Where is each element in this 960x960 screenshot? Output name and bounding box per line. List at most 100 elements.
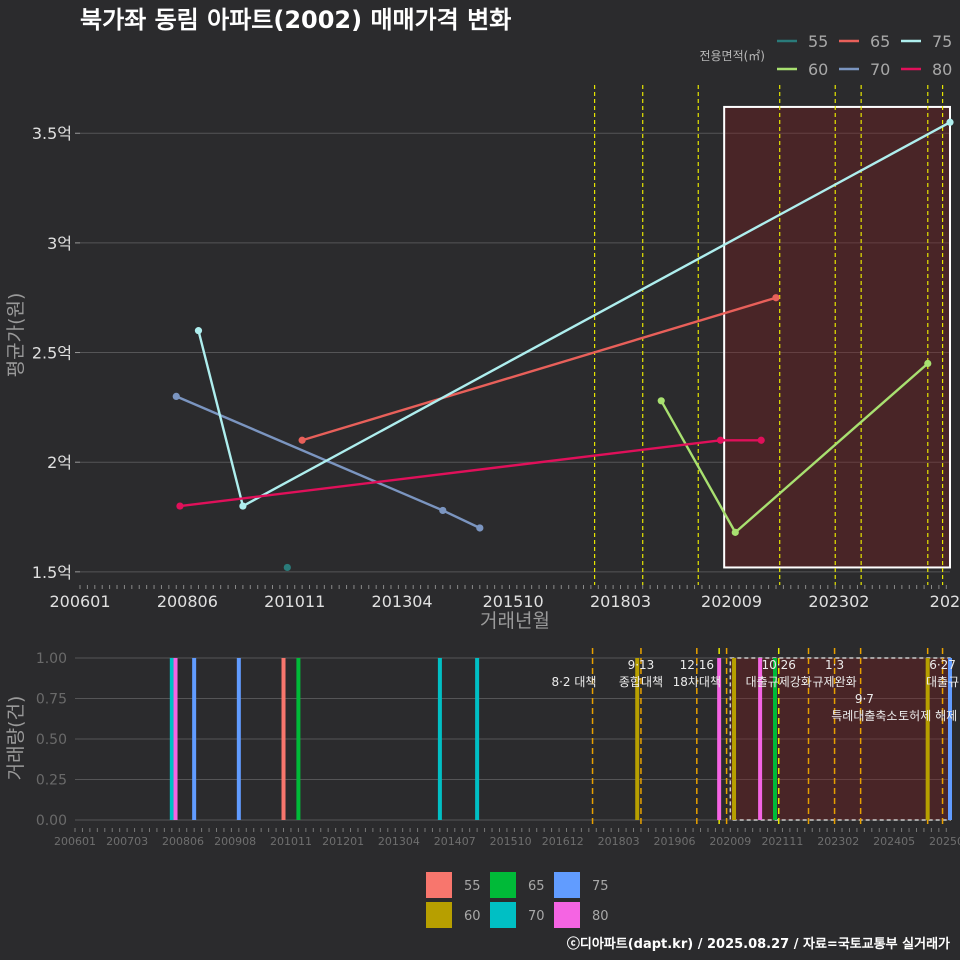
- volume-bar-80: [758, 658, 763, 820]
- data-point-80: [176, 502, 184, 510]
- volume-bar-60: [635, 658, 640, 820]
- vol-x-tick-label: 202405: [873, 835, 915, 848]
- vol-x-tick-label: 200601: [54, 835, 96, 848]
- volume-bar-75: [236, 658, 241, 820]
- chart-title: 북가좌 동림 아파트(2002) 매매가격 변화: [80, 6, 511, 34]
- policy-annotation: 토허제 해제: [898, 709, 957, 723]
- vol-legend-label: 55: [464, 879, 481, 894]
- data-point-60: [657, 397, 665, 405]
- policy-annotation: 18차대책: [673, 674, 721, 689]
- vol-legend-key-80: [554, 902, 580, 928]
- vol-legend-key-60: [426, 902, 452, 928]
- vol-x-tick-label: 200806: [162, 835, 204, 848]
- vol-x-tick-label: 201304: [378, 835, 420, 848]
- x-axis-title: 거래년월: [480, 610, 550, 632]
- policy-annotation: 대출규: [926, 675, 959, 689]
- data-point-75: [194, 327, 203, 335]
- policy-annotation: 1·3: [825, 658, 844, 672]
- vol-x-tick-label: 202302: [817, 835, 859, 848]
- vol-x-tick-label: 200908: [214, 835, 256, 848]
- volume-bar-80: [173, 658, 178, 820]
- legend-label: 55: [808, 32, 828, 51]
- policy-annotation: 종합대책: [619, 674, 663, 689]
- data-point-75: [239, 502, 247, 510]
- volume-bar-65: [296, 658, 301, 820]
- vol-legend-key-70: [490, 902, 516, 928]
- x-tick-label: 200806: [157, 592, 218, 611]
- legend-label: 65: [870, 32, 890, 51]
- vol-legend-key-75: [554, 872, 580, 898]
- policy-annotation: 특례대출축소: [831, 709, 897, 723]
- volume-bar-75: [948, 658, 952, 820]
- legend-label: 60: [808, 60, 828, 79]
- data-point-75: [946, 118, 954, 126]
- legend-label: 70: [870, 60, 890, 79]
- x-tick-label: 201803: [590, 592, 651, 611]
- data-point-60: [731, 528, 739, 536]
- price-line-chart: 1.5억 2억 2.5억 3억 3.5억 200601 200806 201011 201304…: [5, 85, 960, 632]
- vol-legend-label: 65: [528, 879, 545, 894]
- vol-legend-label: 60: [464, 909, 481, 924]
- policy-annotation: 9·13: [628, 658, 655, 672]
- policy-annotation: 규제완화: [812, 675, 856, 689]
- legend-label: 80: [932, 60, 952, 79]
- data-point-80: [716, 436, 725, 444]
- policy-annotation: 10·26: [762, 658, 796, 672]
- vol-y-tick-label: 0.25: [36, 773, 67, 789]
- data-point-65: [298, 436, 306, 444]
- data-point-55: [283, 563, 291, 572]
- x-tick-label: 200601: [49, 592, 110, 611]
- volume-bar-65: [773, 658, 777, 820]
- vol-x-tick-label: 202111: [761, 835, 803, 848]
- vol-y-tick-label: 0.50: [36, 732, 67, 748]
- data-point-65: [772, 294, 780, 302]
- vol-x-tick-label: 201201: [322, 835, 364, 848]
- data-point-70: [476, 524, 484, 532]
- volume-bar-80: [717, 658, 722, 820]
- vol-legend-label: 70: [528, 909, 545, 924]
- y-tick-label: 2.5억: [32, 344, 72, 363]
- x-tick-label: 2025: [930, 592, 960, 611]
- x-tick-label: 201011: [264, 592, 325, 611]
- policy-annotation: 12·16: [680, 658, 714, 672]
- data-point-60: [924, 359, 932, 368]
- vol-x-tick-label: 200703: [106, 835, 148, 848]
- volume-bar-chart: 0.00 0.25 0.50 0.75 1.00 200601 200703 200806 20…: [5, 648, 960, 848]
- vol-y-tick-label: 1.00: [36, 651, 67, 667]
- vol-y-axis-title: 거래량(건): [5, 696, 27, 781]
- vol-x-tick-label: 201612: [542, 835, 584, 848]
- volume-bar-55: [281, 658, 286, 820]
- volume-bar-75: [192, 658, 197, 820]
- vol-x-tick-label: 201011: [270, 835, 312, 848]
- legend-label: 75: [932, 32, 952, 51]
- highlight-range-box: [723, 105, 952, 569]
- data-point-70: [439, 506, 447, 515]
- vol-y-tick-label: 0.00: [36, 813, 67, 829]
- data-point-80: [757, 436, 765, 444]
- legend-title: 전용면적(㎡): [699, 49, 765, 63]
- vol-legend-key-55: [426, 872, 452, 898]
- volume-bar-70: [475, 658, 480, 820]
- policy-annotation: 8·2 대책: [551, 674, 596, 689]
- volume-legend: 55 60 65 70 75 80: [426, 872, 609, 928]
- y-axis-title: 평균가(원): [5, 293, 27, 378]
- vol-legend-label: 75: [592, 879, 609, 894]
- y-tick-label: 3억: [47, 234, 72, 253]
- vol-highlight-range-box: [729, 657, 951, 821]
- vol-legend-label: 80: [592, 909, 609, 924]
- vol-x-tick-label: 201407: [434, 835, 476, 848]
- volume-bar-60: [732, 658, 737, 820]
- vol-x-tick-label: 201906: [653, 835, 695, 848]
- x-tick-label: 201510: [483, 592, 544, 611]
- policy-annotation: 6·27: [929, 658, 956, 672]
- y-tick-label: 3.5억: [32, 124, 72, 143]
- policy-annotation: 대출규제강화: [746, 675, 812, 689]
- vol-x-tick-label: 201510: [490, 835, 532, 848]
- vol-x-tick-label: 202508: [929, 835, 960, 848]
- x-tick-label: 201304: [372, 592, 433, 611]
- x-tick-label: 202009: [701, 592, 762, 611]
- y-tick-label: 2억: [47, 453, 72, 472]
- footer-credit: ⓒ디아파트(dapt.kr) / 2025.08.27 / 자료=국토교통부 실…: [567, 936, 950, 952]
- vol-y-tick-label: 0.75: [36, 692, 67, 708]
